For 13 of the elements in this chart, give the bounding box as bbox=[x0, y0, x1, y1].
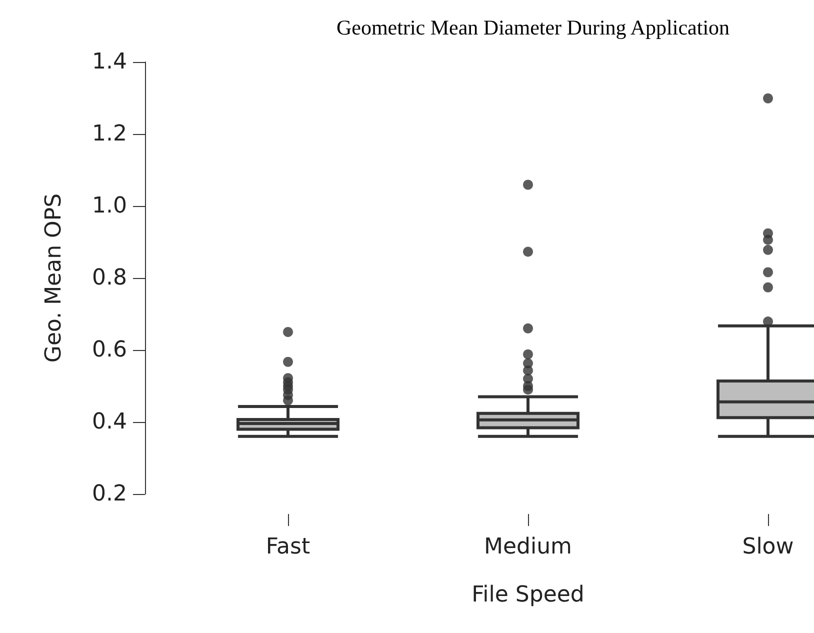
y-tick-label: 1.0 bbox=[92, 194, 127, 218]
x-tick-label: Medium bbox=[484, 534, 572, 560]
x-axis-title: File Speed bbox=[472, 582, 584, 608]
y-tick-label: 1.4 bbox=[92, 50, 127, 74]
y-tick-label: 0.8 bbox=[92, 266, 127, 290]
chart-title: Geometric Mean Diameter During Application bbox=[336, 16, 730, 40]
x-tick-label: Fast bbox=[266, 534, 310, 560]
y-tick-label: 0.6 bbox=[92, 338, 127, 362]
y-axis-title: Geo. Mean OPS bbox=[42, 193, 66, 363]
y-tick-label: 1.2 bbox=[92, 122, 127, 146]
x-tick-label: Slow bbox=[742, 534, 794, 560]
y-tick-label: 0.4 bbox=[92, 410, 127, 434]
y-tick-label: 0.2 bbox=[92, 482, 127, 506]
